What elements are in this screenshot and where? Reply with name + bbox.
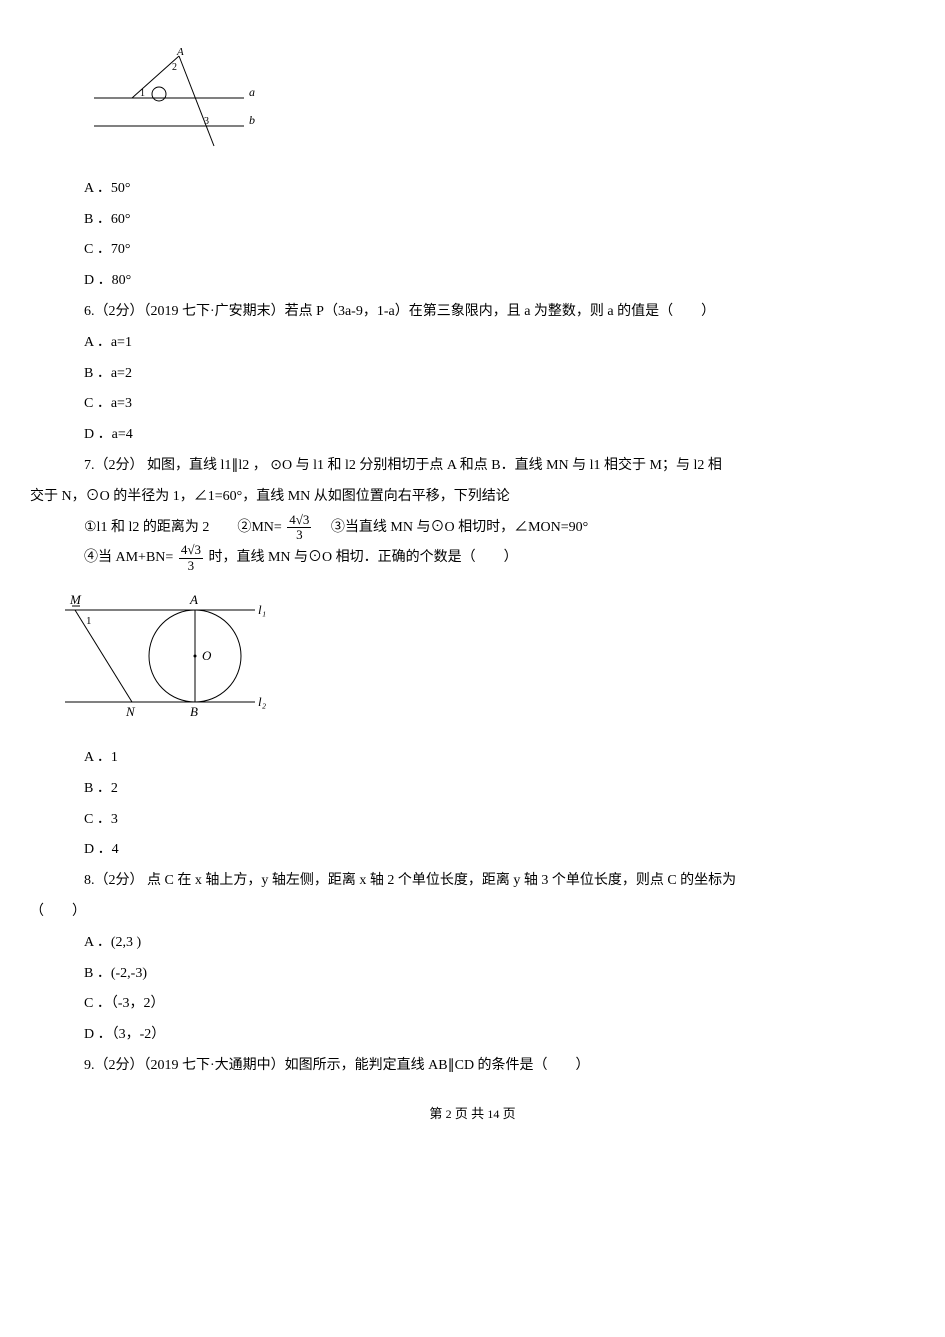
angle-1: 1 [140,88,145,99]
q6-stem: 6.（2分）（2019 七下·广安期末）若点 P（3a-9，1-a）在第三象限内… [30,297,915,328]
vertex-A: A [176,48,184,58]
q7-option-D: D ．4 [30,835,915,866]
frac-den-b: 3 [179,559,203,573]
label-O: O [202,648,212,663]
q7-stmt3: ③当直线 MN 与⊙O 相切时，∠MON=90° [317,520,588,535]
q7-stem-line2: 交于 N，⊙O 的半径为 1，∠1=60°，直线 MN 从如图位置向右平移，下列… [30,482,915,513]
q7-statements-line1: ①l1 和 l2 的距离为 2 ②MN= 4√3 3 ③当直线 MN 与⊙O 相… [30,513,915,544]
q7-stem-line1: 7.（2分） 如图，直线 l1∥l2 ， ⊙O 与 l1 和 l2 分别相切于点… [30,451,915,482]
label-A2: A [189,592,198,607]
q6-option-A: A ．a=1 [30,328,915,359]
q7-option-A: A ．1 [30,743,915,774]
q8-stem-line2: （ ） [30,897,915,928]
frac-num: 4√3 [287,513,311,528]
angle-1b: 1 [86,615,92,627]
footer-total: 14 [487,1107,499,1121]
q8-option-B: B ．(-2,-3) [30,959,915,990]
label-N: N [125,704,136,719]
q8-stem-line1: 8.（2分） 点 C 在 x 轴上方，y 轴左侧，距离 x 轴 2 个单位长度，… [30,866,915,897]
q7-option-C: C ．3 [30,805,915,836]
footer-mid: 页 共 [452,1106,488,1121]
q5-option-A: A ．50° [30,174,915,205]
label-B2: B [190,704,198,719]
footer-prefix: 第 [429,1106,445,1121]
q6-option-D: D ．a=4 [30,420,915,451]
q5-option-B: B ．60° [30,205,915,236]
q8-option-A: A ．(2,3 ) [30,928,915,959]
q9-stem: 9.（2分）（2019 七下·大通期中）如图所示，能判定直线 AB∥CD 的条件… [30,1051,915,1082]
q7-stmt4b: 时，直线 MN 与⊙O 相切．正确的个数是（ ） [208,550,517,565]
q8-option-D: D ．（3，-2） [30,1020,915,1051]
q6-option-B: B ．a=2 [30,359,915,390]
label-b: b [249,113,255,127]
q7-statements-line2: ④当 AM+BN= 4√3 3 时，直线 MN 与⊙O 相切．正确的个数是（ ） [30,543,915,574]
angle-3: 3 [204,116,209,127]
q8-option-C: C ．（-3，2） [30,989,915,1020]
q7-option-B: B ．2 [30,774,915,805]
figure-q7: M N A B O l₁ l₂ 1 [60,582,915,735]
frac-den: 3 [287,528,311,542]
q5-option-D: D ．80° [30,266,915,297]
footer-suffix: 页 [499,1106,515,1121]
label-M: M [69,592,82,607]
q7-stmt1-2a: ①l1 和 l2 的距离为 2 ②MN= [84,520,285,535]
q7-stmt4a: ④当 AM+BN= [84,550,177,565]
q6-option-C: C ．a=3 [30,389,915,420]
figure-q5: a b 1 2 3 A [84,48,915,166]
angle-2: 2 [172,62,177,73]
fraction-4sqrt3-over-3-b: 4√3 3 [179,543,203,573]
label-l1: l₁ [258,602,266,617]
q5-option-C: C ．70° [30,235,915,266]
page-footer: 第 2 页 共 14 页 [30,1100,915,1129]
frac-num-b: 4√3 [179,543,203,558]
fraction-4sqrt3-over-3: 4√3 3 [287,513,311,543]
label-a: a [249,85,255,99]
label-l2: l₂ [258,694,267,709]
